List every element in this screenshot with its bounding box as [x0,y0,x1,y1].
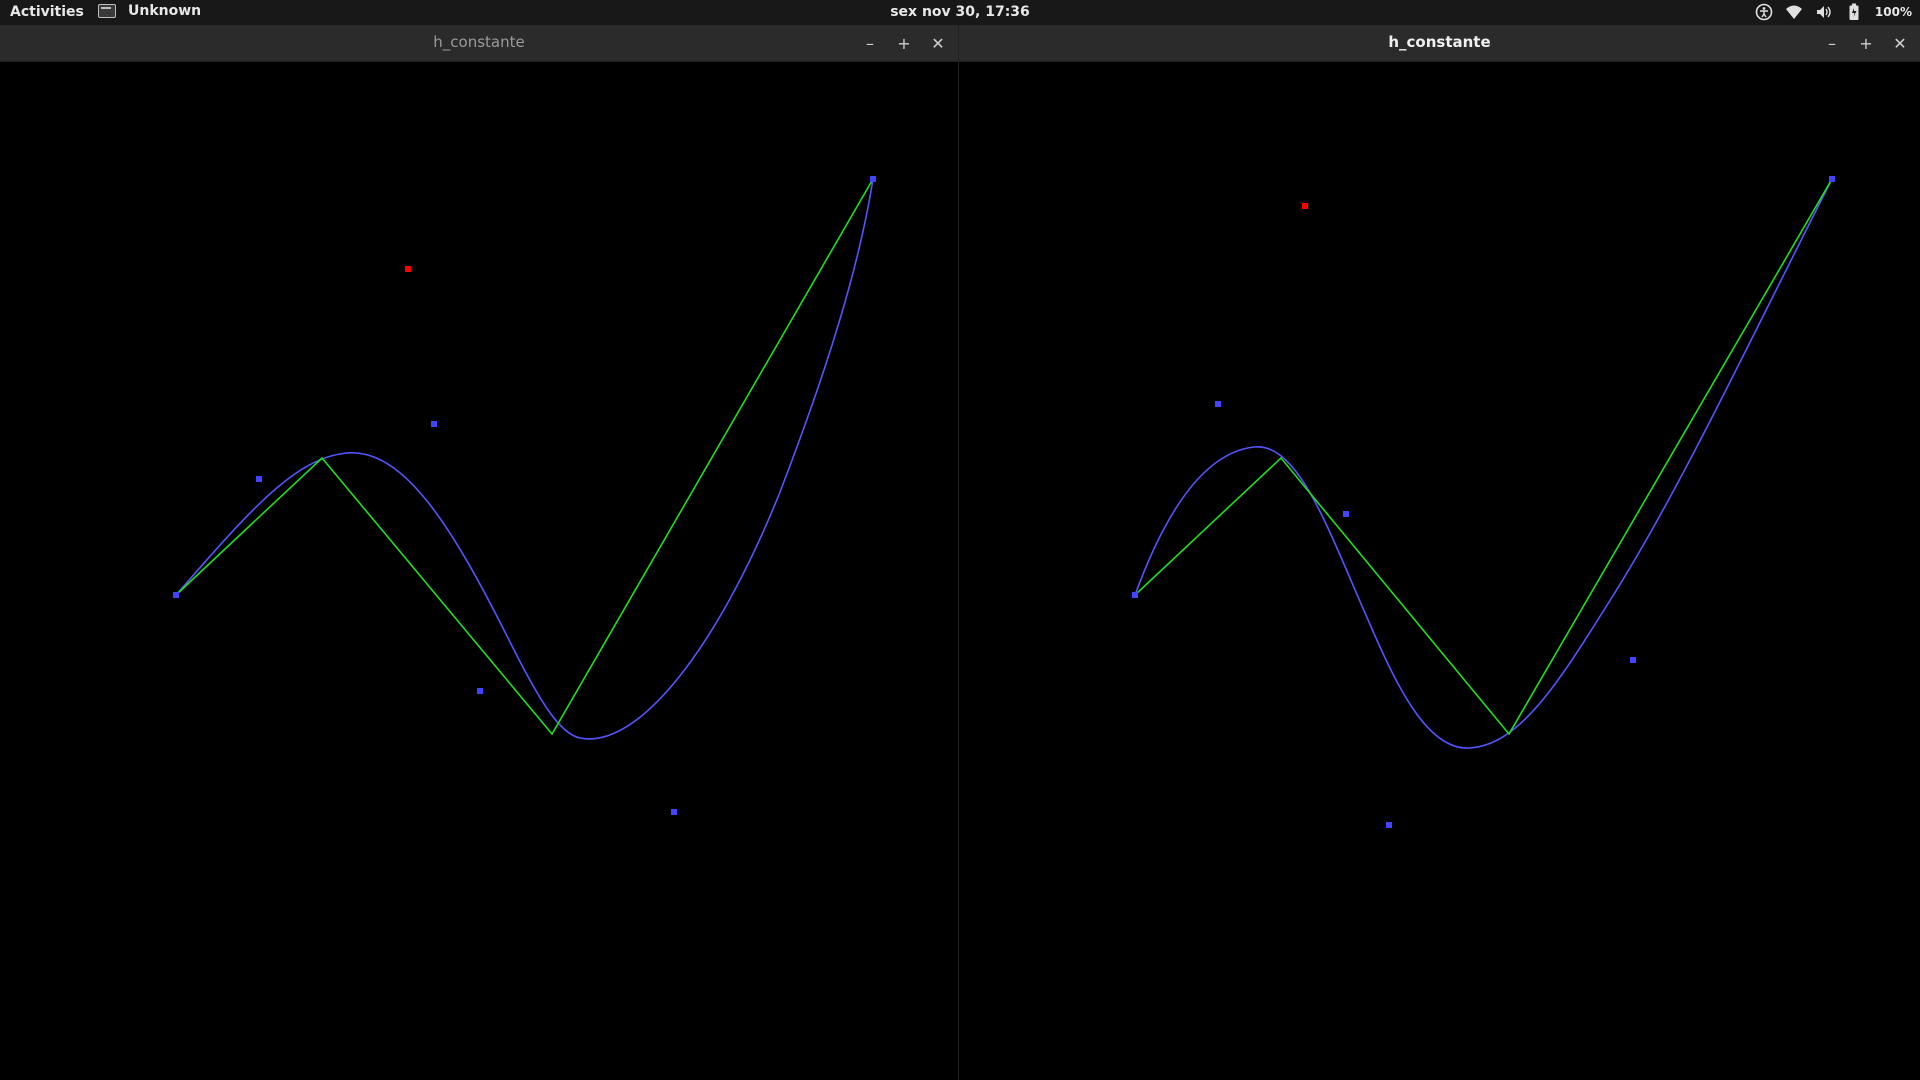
window-titlebar[interactable]: h_constante – + ✕ [959,25,1920,62]
drawing-canvas[interactable] [0,62,958,1080]
control-point[interactable] [1829,176,1835,182]
selected-point-marker[interactable] [405,266,411,272]
minimize-button[interactable]: – [1828,33,1836,53]
selected-point-marker[interactable] [1302,203,1308,209]
volume-icon[interactable] [1815,3,1833,21]
window-title: h_constante [433,33,525,51]
close-button[interactable]: ✕ [1893,33,1907,53]
control-point[interactable] [1630,657,1636,663]
control-point[interactable] [1132,592,1138,598]
accessibility-icon[interactable] [1755,3,1773,21]
control-point[interactable] [477,688,483,694]
spline-curve [175,178,874,740]
clock[interactable]: sex nov 30, 17:36 [890,4,1030,20]
window-title: h_constante [1388,33,1491,51]
top-bar: Activities Unknown sex nov 30, 17:36 100… [0,0,1920,25]
close-button[interactable]: ✕ [931,33,945,53]
control-point[interactable] [1343,511,1349,517]
control-point[interactable] [1215,401,1221,407]
drawing-canvas[interactable] [959,62,1920,1080]
activities-button[interactable]: Activities [10,4,84,20]
app-window-icon [98,4,116,18]
maximize-button[interactable]: + [1859,33,1873,53]
battery-icon[interactable] [1845,3,1863,21]
control-point[interactable] [1386,822,1392,828]
control-polyline [175,178,874,736]
window-left: h_constante – + ✕ [0,25,959,1080]
wifi-icon[interactable] [1785,3,1803,21]
system-status-area[interactable]: 100% [1755,3,1912,21]
battery-percentage: 100% [1874,5,1912,19]
control-point[interactable] [671,809,677,815]
control-point[interactable] [431,421,437,427]
spline-curve [1134,178,1833,749]
control-polyline [1134,178,1833,736]
app-menu-label: Unknown [128,3,202,19]
minimize-button[interactable]: – [866,33,874,53]
control-point[interactable] [256,476,262,482]
control-point[interactable] [870,176,876,182]
app-menu[interactable]: Unknown [98,3,201,19]
maximize-button[interactable]: + [897,33,911,53]
window-right: h_constante – + ✕ [959,25,1920,1080]
control-point[interactable] [173,592,179,598]
window-titlebar[interactable]: h_constante – + ✕ [0,25,958,62]
